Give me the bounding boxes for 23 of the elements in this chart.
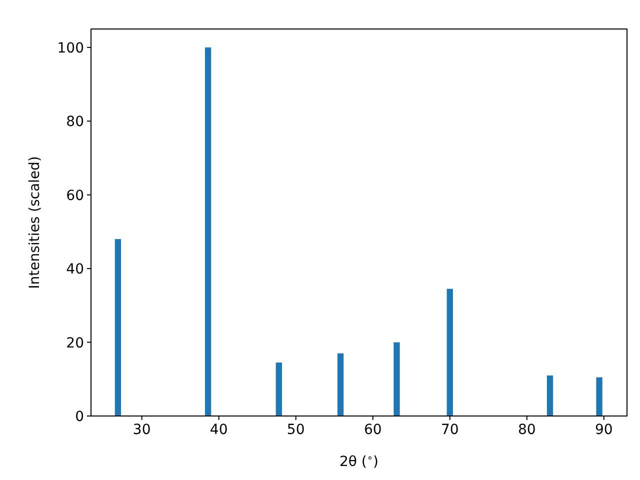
bar: [204, 47, 212, 416]
x-tick-label: 30: [132, 422, 151, 438]
bar: [596, 377, 602, 416]
y-tick-label: 100: [57, 40, 84, 56]
x-tick-label: 80: [518, 422, 536, 438]
bar: [394, 342, 400, 416]
x-tick-label: 40: [210, 422, 228, 438]
y-tick-label: 80: [66, 114, 84, 130]
bar: [337, 353, 344, 416]
x-axis-title: 2θ ($^{∘}$): [340, 452, 378, 470]
y-tick-label: 20: [66, 335, 84, 352]
bar: [446, 288, 453, 416]
bar: [546, 375, 554, 416]
y-axis-title: Intensities (scaled): [27, 156, 43, 289]
y-tick-label: 60: [66, 188, 84, 204]
x-tick-label: 60: [364, 422, 382, 438]
bar: [114, 239, 122, 416]
bar: [276, 362, 282, 416]
y-tick-label: 40: [66, 262, 84, 278]
y-tick-label: 0: [75, 409, 84, 425]
x-tick-label: 50: [286, 422, 305, 438]
x-tick-label: 90: [594, 422, 613, 438]
x-tick-label: 70: [440, 422, 459, 438]
